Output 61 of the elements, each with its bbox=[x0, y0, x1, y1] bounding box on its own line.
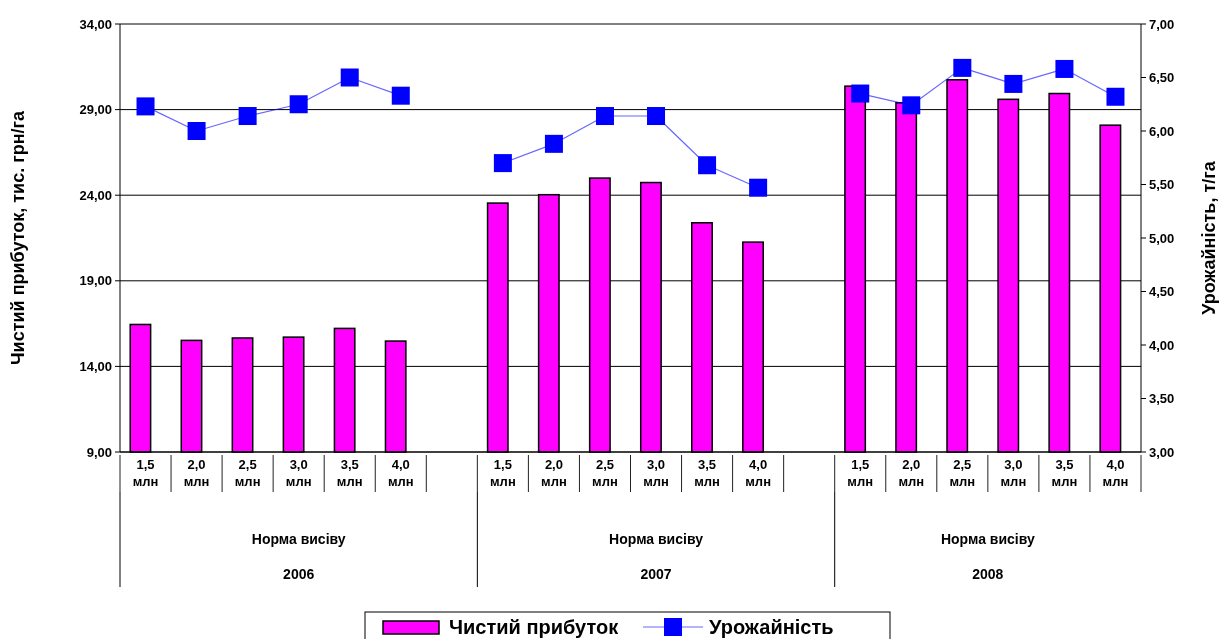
point bbox=[391, 86, 410, 105]
x-tick-label: 3,0 млн bbox=[1000, 457, 1027, 489]
y2-tick-label: 6,00 bbox=[1149, 123, 1175, 139]
legend-label: Урожайність bbox=[709, 616, 834, 638]
x-tick-label: 4,0 млн bbox=[387, 457, 414, 489]
text: Норма висіву bbox=[251, 531, 346, 547]
x-tick-label: 2,5 млн bbox=[234, 457, 261, 489]
x-tick-label: 2,0 млн bbox=[541, 457, 567, 489]
point bbox=[136, 97, 155, 116]
x-tick-label: 2,5 млн bbox=[592, 457, 618, 489]
y-axis-title: Чистий прибуток, тис. грн/га bbox=[8, 109, 28, 366]
x-tick-label: 1,5 млн bbox=[847, 457, 874, 489]
point bbox=[749, 178, 768, 197]
point bbox=[340, 68, 359, 87]
x-tick-label: 2,0 млн bbox=[183, 457, 210, 489]
y-tick-label: 24,00 bbox=[79, 187, 112, 203]
point bbox=[851, 84, 870, 103]
x-tick-label: 3,5 млн bbox=[1051, 457, 1078, 489]
y2-tick-label: 3,50 bbox=[1149, 391, 1175, 407]
x-tick-label: 3,0 млн bbox=[643, 457, 669, 489]
y-tick-label: 29,00 bbox=[79, 102, 112, 118]
y-tick-label: 9,00 bbox=[86, 444, 112, 460]
y-tick-label: 19,00 bbox=[79, 273, 112, 289]
y2-tick-label: 4,00 bbox=[1149, 337, 1175, 353]
y2-tick-label: 4,50 bbox=[1149, 284, 1175, 300]
point bbox=[595, 107, 614, 126]
point bbox=[902, 96, 921, 115]
text: Норма висіву bbox=[609, 531, 704, 547]
y2-tick-label: 5,00 bbox=[1149, 230, 1175, 246]
text: 2008 bbox=[972, 566, 1004, 582]
legend-label: Чистий прибуток bbox=[449, 616, 620, 638]
point bbox=[493, 154, 512, 173]
point bbox=[238, 107, 257, 126]
y2-tick-label: 6,50 bbox=[1149, 70, 1175, 86]
point bbox=[1004, 74, 1023, 93]
y2-tick-label: 3,00 bbox=[1149, 444, 1175, 460]
y2-tick-label: 5,50 bbox=[1149, 177, 1175, 193]
point bbox=[187, 122, 206, 140]
point bbox=[1055, 59, 1074, 78]
point bbox=[698, 156, 717, 175]
y-tick-label: 14,00 bbox=[79, 358, 112, 374]
y2-axis-title: Урожайність, т/га bbox=[1199, 160, 1219, 315]
point bbox=[1106, 87, 1125, 106]
x-tick-label: 3,0 млн bbox=[285, 457, 312, 489]
x-tick-label: 1,5 млн bbox=[490, 457, 516, 489]
point bbox=[647, 107, 666, 126]
point bbox=[953, 58, 972, 77]
y-tick-label: 34,00 bbox=[79, 16, 112, 32]
y2-tick-label: 7,00 bbox=[1149, 16, 1175, 32]
x-tick-label: 3,5 млн bbox=[336, 457, 363, 489]
text: Норма висіву bbox=[940, 531, 1035, 547]
point bbox=[289, 95, 308, 114]
x-tick-label: 1,5 млн bbox=[132, 457, 159, 489]
x-tick-label: 2,0 млн bbox=[898, 457, 925, 489]
x-tick-label: 4,0 млн bbox=[1102, 457, 1129, 489]
x-tick-label: 3,5 млн bbox=[694, 457, 720, 489]
text: 2006 bbox=[283, 566, 315, 582]
x-tick-label: 4,0 млн bbox=[745, 457, 771, 489]
point bbox=[544, 134, 563, 153]
x-tick-label: 2,5 млн bbox=[949, 457, 976, 489]
text: 2007 bbox=[640, 566, 672, 582]
